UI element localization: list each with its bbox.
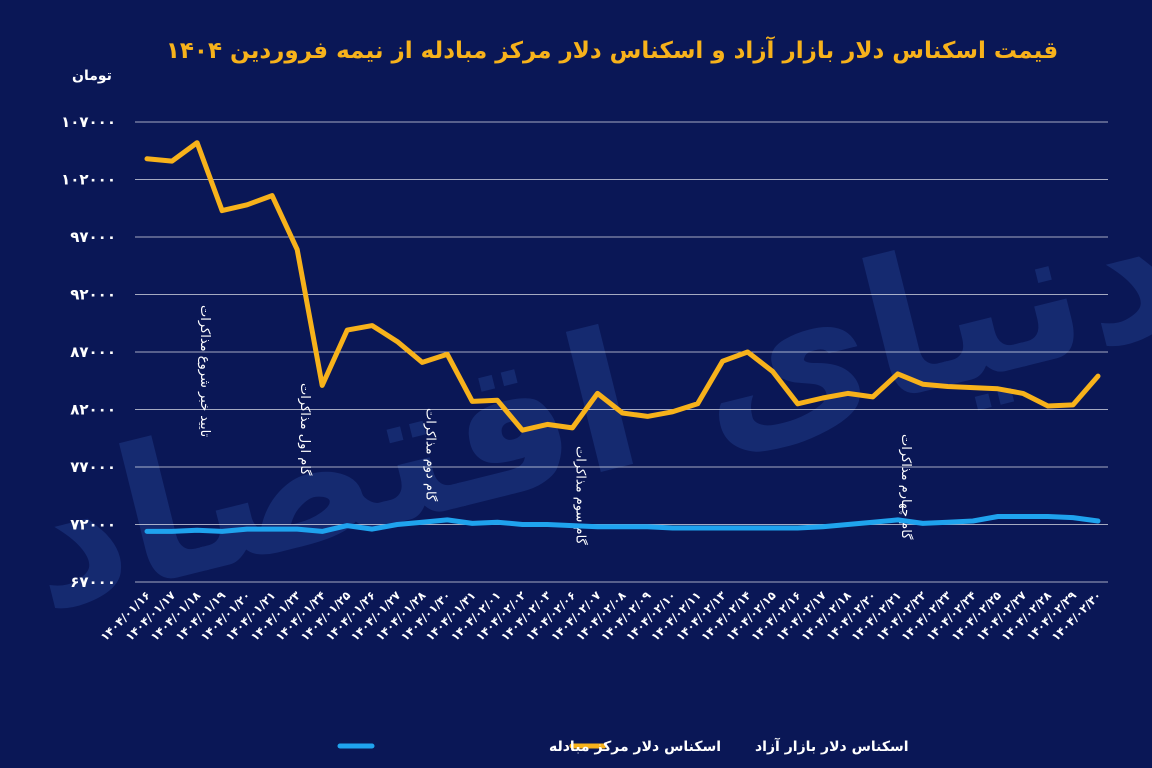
y-tick-label: ۱۰۷۰۰۰	[61, 113, 116, 131]
y-tick-label: ۷۲۰۰۰	[70, 516, 116, 534]
legend: اسکناس دلار بازار آزاد اسکناس دلار مرکز …	[337, 737, 909, 755]
x-axis-ticks: ۱۴۰۴/۰۱/۱۶۱۴۰۴/۰۱/۱۷۱۴۰۴/۰۱/۱۸۱۴۰۴/۰۱/۱۹…	[98, 588, 1105, 644]
y-tick-label: ۷۷۰۰۰	[70, 458, 116, 476]
chart-title: قیمت اسکناس دلار بازار آزاد و اسکناس دلا…	[166, 35, 1058, 64]
y-axis-ticks: ۶۷۰۰۰ ۷۲۰۰۰ ۷۷۰۰۰ ۸۲۰۰۰ ۸۷۰۰۰ ۹۲۰۰۰ ۹۷۰۰۰ ۱۰۲۰۰…	[61, 113, 116, 591]
y-tick-label: ۶۷۰۰۰	[70, 573, 116, 591]
y-tick-label: ۸۲۰۰۰	[70, 401, 116, 419]
y-tick-label: ۱۰۲۰۰۰	[61, 171, 116, 189]
annotation-label: گام اول مذاکرات	[297, 383, 313, 476]
legend-label-free-market: اسکناس دلار بازار آزاد	[755, 737, 909, 755]
y-tick-label: ۹۲۰۰۰	[70, 286, 116, 304]
y-tick-label: ۹۷۰۰۰	[70, 228, 116, 246]
annotation-label: گام چهارم مذاکرات	[898, 434, 914, 540]
series-line-exchange-center	[144, 514, 1101, 534]
series-lines	[144, 140, 1101, 534]
annotation-label: گام دوم مذاکرات	[422, 408, 438, 502]
annotations: تایید خبر شروع مذاکرات گام اول مذاکرات گام…	[197, 305, 914, 546]
annotation-label: گام سوم مذاکرات	[572, 446, 588, 546]
watermark: دنیای اقتصاد	[1, 154, 1152, 654]
legend-label-exchange-center: اسکناس دلار مرکز مبادله	[549, 739, 721, 755]
grid-lines	[135, 121, 1108, 583]
y-tick-label: ۸۷۰۰۰	[70, 343, 116, 361]
annotation-label: تایید خبر شروع مذاکرات	[197, 305, 212, 438]
y-axis-unit: تومان	[72, 68, 112, 84]
series-line-free-market	[144, 140, 1101, 433]
